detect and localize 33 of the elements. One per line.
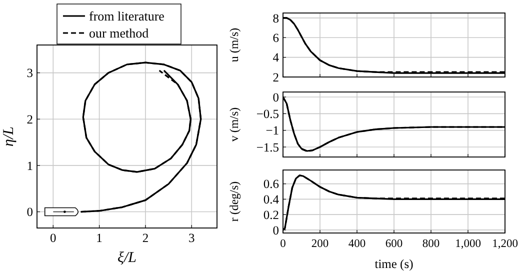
y-axis-title: u (m/s) <box>227 28 241 62</box>
x-tick-label: 800 <box>422 238 440 250</box>
y-tick-label: 2 <box>272 70 279 84</box>
y-tick-label: 6 <box>272 30 279 45</box>
x-axis-title: ξ/L <box>118 250 136 266</box>
x-tick-label: 1 <box>96 231 102 245</box>
y-tick-label: −1 <box>266 124 279 138</box>
legend-label: from literature <box>89 8 165 24</box>
x-tick-label: 3 <box>188 231 195 245</box>
y-tick-label: 0.6 <box>263 177 279 192</box>
y-tick-label: −1.5 <box>256 140 279 154</box>
y-axis-title: η/L <box>1 126 17 146</box>
x-tick-label: 400 <box>348 238 366 250</box>
y-tick-label: 3 <box>26 66 33 80</box>
legend-label: our method <box>89 26 150 41</box>
x-tick-label: 600 <box>385 238 403 250</box>
y-axis-title: r (deg/s) <box>227 181 241 222</box>
y-tick-label: −0.5 <box>256 107 279 122</box>
y-tick-label: 0.4 <box>263 192 280 207</box>
y-tick-label: 0 <box>26 205 33 220</box>
x-tick-label: 0 <box>50 231 56 245</box>
y-tick-label: 0 <box>272 90 279 104</box>
x-tick-label: 200 <box>311 238 329 250</box>
x-axis-title: time (s) <box>374 257 414 271</box>
x-tick-label: 2 <box>142 231 149 245</box>
y-tick-label: 2 <box>26 112 33 126</box>
y-tick-label: 4 <box>272 50 280 65</box>
x-tick-label: 1,200 <box>492 238 518 250</box>
x-tick-label: 1,000 <box>455 238 482 250</box>
y-tick-label: 8 <box>272 11 279 26</box>
y-tick-label: 1 <box>26 158 33 173</box>
y-tick-label: 0.2 <box>263 208 279 222</box>
y-axis-title: v (m/s) <box>227 107 241 142</box>
